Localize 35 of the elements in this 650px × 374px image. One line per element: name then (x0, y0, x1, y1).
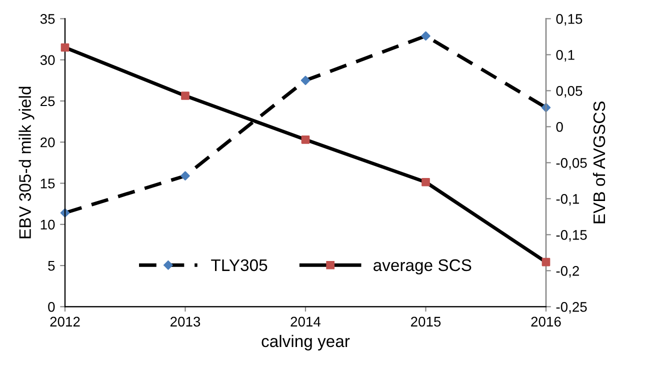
point (181, 92, 190, 100)
y-tick-label: 10 (40, 220, 55, 230)
y-axis-title: EBV 305-d milk yield (18, 86, 34, 238)
y-tick-label: 35 (40, 14, 55, 24)
y2-tick-label: -0,25 (556, 302, 587, 314)
legend-label: TLY305 (211, 259, 268, 272)
point (180, 171, 190, 180)
y-tick-label: 5 (48, 261, 55, 271)
y-tick-label: 15 (40, 178, 55, 188)
point (421, 31, 430, 41)
point (422, 178, 430, 186)
x-tick-label: 2015 (411, 316, 441, 327)
y2-tick-label: 0,1 (556, 50, 574, 62)
point (60, 43, 70, 52)
point (301, 135, 310, 144)
y2-tick-label: -0,15 (556, 230, 587, 242)
y2-tick-label: 0 (556, 122, 563, 132)
y2-tick-label: 0,05 (556, 86, 582, 98)
point (300, 76, 310, 86)
x-tick-label: 2013 (170, 316, 200, 327)
y-tick-label: 20 (40, 137, 55, 148)
y-tick-label: 25 (40, 96, 55, 106)
y2-tick-label: 0,15 (556, 14, 582, 26)
x-tick-label: 2016 (531, 316, 561, 327)
y2-tick-label: -0,2 (556, 266, 579, 278)
y2-axis-title: EVB of AVGSCS (592, 102, 606, 224)
y2-tick-label: -0,1 (556, 194, 579, 206)
y-tick-label: 30 (40, 55, 55, 66)
legend-label: average SCS (374, 259, 472, 274)
x-axis-title: calving year (262, 334, 350, 350)
point (542, 258, 550, 266)
x-tick-label: 2012 (50, 316, 80, 327)
y-tick-label: 0 (48, 302, 55, 312)
x-tick-label: 2014 (290, 316, 321, 327)
y2-tick-label: -0,05 (556, 158, 587, 170)
